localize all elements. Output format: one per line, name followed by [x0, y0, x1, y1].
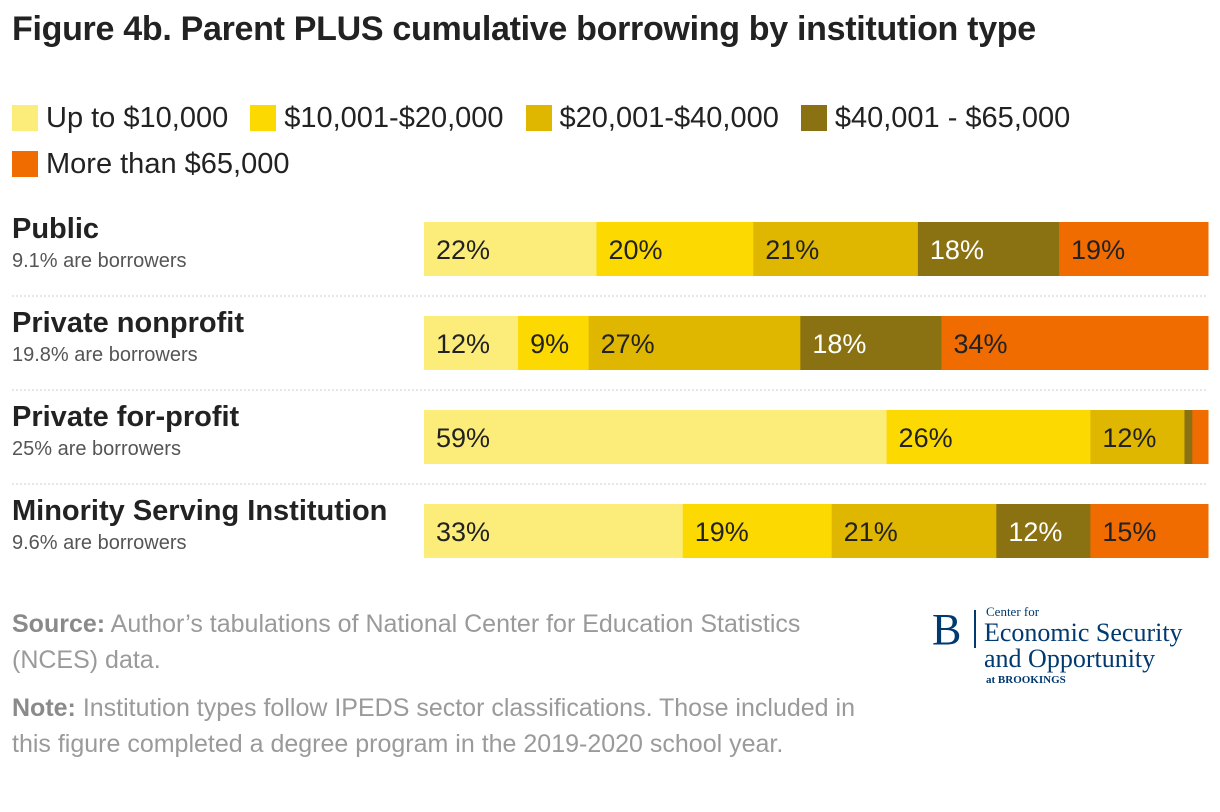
data-label: 26% [899, 423, 953, 453]
bar-segment [831, 504, 997, 558]
brookings-logo: B Center for Economic Security and Oppor… [932, 604, 1212, 690]
bar-segment [1192, 410, 1209, 464]
data-label: 12% [1102, 423, 1156, 453]
legend-swatch [12, 151, 38, 177]
bar-segment [518, 316, 590, 370]
bar-segment [1059, 222, 1209, 276]
data-label: 19% [1071, 235, 1125, 265]
legend-item-10001-20000: $10,001-$20,000 [250, 100, 504, 136]
data-label: 12% [1008, 517, 1062, 547]
legend-swatch [525, 105, 552, 131]
data-label: 12% [436, 329, 490, 359]
bar-segment [1184, 410, 1193, 464]
legend-item-up-to-10000: Up to $10,000 [12, 100, 228, 136]
data-label: 19% [695, 517, 749, 547]
bar-segment [996, 504, 1091, 558]
row-name: Private nonprofit [12, 307, 245, 339]
legend-swatch [12, 105, 38, 131]
row-label-minority-serving-institution: Minority Serving Institution 9.6% are bo… [12, 494, 387, 555]
legend-label: $10,001-$20,000 [284, 101, 504, 134]
bar-segment [886, 410, 1091, 464]
row-label-public: Public 9.1% are borrowers [12, 212, 187, 273]
bar-segment [1090, 504, 1209, 558]
stacked-bar-chart: 22% 20% 21% 18% 19% 12% 9% 27% 18% 34% 59% 26% 12% 33… [12, 222, 1209, 558]
row-borrower-share: 25% are borrowers [12, 438, 181, 460]
data-label: 18% [930, 235, 984, 265]
bar-segment [917, 222, 1060, 276]
legend: Up to $10,000 $10,001-$20,000 $20,001-$4… [12, 100, 1202, 182]
data-label: 20% [608, 235, 662, 265]
data-label: 33% [436, 517, 490, 547]
bar-segment [941, 316, 1209, 370]
data-label: 15% [1102, 517, 1156, 547]
logo-line-1: Economic Security [984, 618, 1183, 647]
data-label: 21% [844, 517, 898, 547]
data-label: 18% [812, 329, 866, 359]
bar-segment [424, 504, 684, 558]
row-label-private-nonprofit: Private nonprofit 19.8% are borrowers [12, 306, 244, 367]
bar-segment [1090, 410, 1185, 464]
legend-label: $40,001 - $65,000 [834, 101, 1071, 134]
data-label: 59% [436, 423, 490, 453]
row-borrower-share: 9.6% are borrowers [12, 532, 187, 554]
bar-segment [682, 504, 833, 558]
row-name: Minority Serving Institution [12, 495, 388, 527]
legend-item-40001-65000: $40,001 - $65,000 [800, 100, 1071, 136]
bar-segment [596, 222, 754, 276]
bar-segment [424, 410, 888, 464]
data-label: 34% [953, 329, 1007, 359]
legend-item-more-than-65000: More than $65,000 [12, 146, 289, 182]
data-label: 22% [436, 235, 490, 265]
bar-segment [588, 316, 801, 370]
row-name: Private for-profit [12, 401, 240, 433]
legend-swatch [800, 105, 827, 131]
legend-label: $20,001-$40,000 [559, 101, 779, 134]
source-label: Source: [12, 610, 106, 638]
note-text: Institution types follow IPEDS sector cl… [12, 694, 855, 758]
data-label: 21% [765, 235, 819, 265]
source-note: Source: Author’s tabulations of National… [12, 606, 812, 678]
note: Note: Institution types follow IPEDS sec… [12, 690, 892, 762]
legend-swatch [250, 105, 277, 131]
bar-segment [800, 316, 942, 370]
logo-line-2: and Opportunity [984, 644, 1156, 673]
source-text: Author’s tabulations of National Center … [12, 610, 801, 674]
logo-letter: B [932, 605, 962, 654]
row-borrower-share: 19.8% are borrowers [12, 344, 198, 366]
row-borrower-share: 9.1% are borrowers [12, 250, 187, 272]
logo-divider [974, 610, 976, 648]
logo-line-3: at BROOKINGS [986, 674, 1066, 686]
data-label: 27% [601, 329, 655, 359]
note-label: Note: [12, 694, 76, 722]
row-name: Public [12, 213, 100, 245]
chart-title: Figure 4b. Parent PLUS cumulative borrow… [12, 10, 1036, 48]
row-label-private-for-profit: Private for-profit 25% are borrowers [12, 400, 239, 461]
data-label: 9% [530, 329, 569, 359]
bar-segment [424, 222, 597, 276]
legend-label: Up to $10,000 [46, 101, 229, 134]
logo-small-text: Center for [986, 604, 1040, 619]
legend-label: More than $65,000 [46, 147, 290, 180]
bar-segment [424, 316, 519, 370]
bar-segment [753, 222, 919, 276]
legend-item-20001-40000: $20,001-$40,000 [525, 100, 779, 136]
